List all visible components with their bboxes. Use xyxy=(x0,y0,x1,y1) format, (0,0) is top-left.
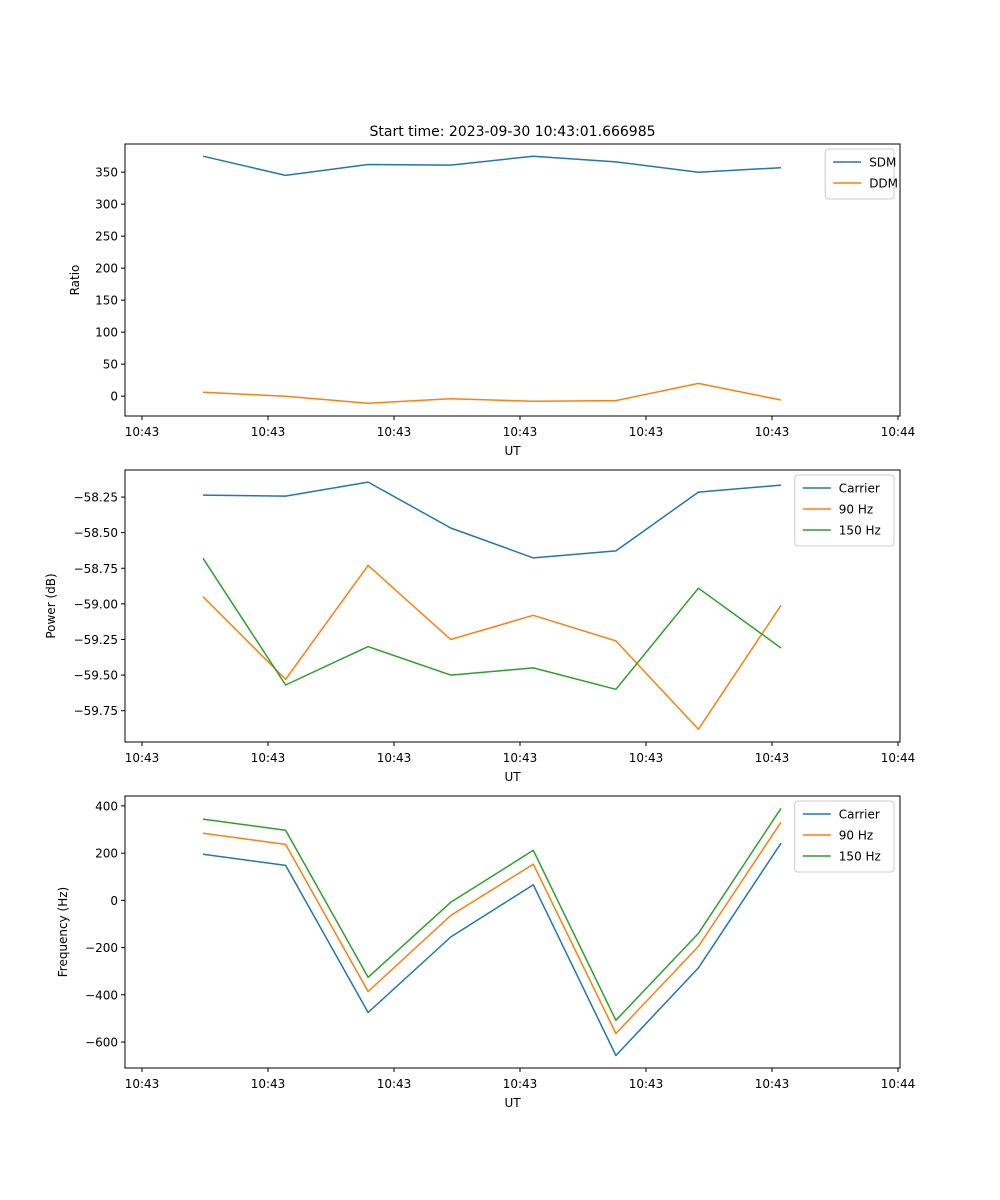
axes-frame xyxy=(124,795,901,1069)
series-line-90-hz xyxy=(202,564,782,730)
x-tick-label: 10:44 xyxy=(881,1077,916,1091)
series-line-carrier xyxy=(202,481,782,559)
x-tick-label: 10:43 xyxy=(629,751,664,765)
y-tick-label: 200 xyxy=(95,262,118,276)
legend-label: 90 Hz xyxy=(839,503,873,517)
subplot-3: 10:43 10:43 10:43 10:43 10:43 10:43 10:44 UT −60… xyxy=(56,795,916,1110)
subplot-1: 10:43 10:43 10:43 10:43 10:43 10:43 10:44 UT 0 50… xyxy=(68,143,916,458)
y-tick-label: −58.50 xyxy=(74,526,118,540)
x-tick-label: 10:43 xyxy=(251,425,286,439)
x-tick-label: 10:43 xyxy=(377,1077,412,1091)
y-axis-label: Frequency (Hz) xyxy=(56,887,70,978)
x-tick-label: 10:43 xyxy=(251,1077,286,1091)
y-axis-label: Ratio xyxy=(68,265,82,296)
y-tick-label: −58.75 xyxy=(74,562,118,576)
legend-box xyxy=(794,474,895,547)
x-tick-label: 10:43 xyxy=(629,425,664,439)
x-tick-label: 10:44 xyxy=(881,751,916,765)
x-tick-label: 10:43 xyxy=(755,425,790,439)
legend-label: 150 Hz xyxy=(839,850,881,864)
x-tick-label: 10:43 xyxy=(125,751,160,765)
y-tick-label: 0 xyxy=(110,390,118,404)
x-tick-label: 10:43 xyxy=(125,425,160,439)
legend-box xyxy=(794,800,895,873)
y-tick-label: 350 xyxy=(95,166,118,180)
y-tick-label: −59.00 xyxy=(74,597,118,611)
x-tick-label: 10:43 xyxy=(503,1077,538,1091)
legend-label: Carrier xyxy=(839,482,880,496)
x-tick-label: 10:43 xyxy=(755,751,790,765)
x-tick-label: 10:43 xyxy=(377,425,412,439)
y-tick-label: 50 xyxy=(103,358,118,372)
legend: SDM DDM xyxy=(824,148,898,200)
y-tick-label: −59.75 xyxy=(74,704,118,718)
legend-label: Carrier xyxy=(839,808,880,822)
x-axis-label: UT xyxy=(504,770,521,784)
x-tick-label: 10:44 xyxy=(881,425,916,439)
series-line-sdm xyxy=(202,155,782,177)
x-tick-label: 10:43 xyxy=(503,425,538,439)
y-tick-label: 250 xyxy=(95,230,118,244)
subplot-2: 10:43 10:43 10:43 10:43 10:43 10:43 10:44 UT −58… xyxy=(44,469,916,784)
series-line-ddm xyxy=(202,382,782,404)
x-tick-label: 10:43 xyxy=(377,751,412,765)
y-tick-label: −58.25 xyxy=(74,491,118,505)
x-axis-label: UT xyxy=(504,444,521,458)
x-tick-label: 10:43 xyxy=(629,1077,664,1091)
legend: Carrier 90 Hz 150 Hz xyxy=(794,800,895,873)
series-line-90-hz xyxy=(202,821,782,1035)
x-tick-label: 10:43 xyxy=(503,751,538,765)
legend: Carrier 90 Hz 150 Hz xyxy=(794,474,895,547)
legend-label: 150 Hz xyxy=(839,524,881,538)
y-tick-label: −59.50 xyxy=(74,669,118,683)
y-tick-label: −400 xyxy=(85,988,118,1002)
x-tick-label: 10:43 xyxy=(755,1077,790,1091)
y-tick-label: 200 xyxy=(95,847,118,861)
x-axis-label: UT xyxy=(504,1096,521,1110)
y-tick-label: 150 xyxy=(95,294,118,308)
legend-label: 90 Hz xyxy=(839,829,873,843)
chart-title: Start time: 2023-09-30 10:43:01.666985 xyxy=(369,124,655,140)
y-tick-label: 0 xyxy=(110,894,118,908)
y-tick-label: −600 xyxy=(85,1036,118,1050)
series-line-150-hz xyxy=(202,557,782,691)
y-tick-label: 300 xyxy=(95,198,118,212)
y-tick-label: −200 xyxy=(85,941,118,955)
axes-frame xyxy=(124,469,901,743)
series-line-carrier xyxy=(202,842,782,1057)
y-tick-label: 100 xyxy=(95,326,118,340)
x-tick-label: 10:43 xyxy=(251,751,286,765)
y-tick-label: −59.25 xyxy=(74,633,118,647)
series-line-150-hz xyxy=(202,807,782,1022)
legend-label: SDM xyxy=(869,156,896,170)
y-tick-label: 400 xyxy=(95,799,118,813)
x-tick-label: 10:43 xyxy=(125,1077,160,1091)
y-axis-label: Power (dB) xyxy=(44,573,58,638)
legend-label: DDM xyxy=(869,177,898,191)
axes-frame xyxy=(124,143,901,417)
